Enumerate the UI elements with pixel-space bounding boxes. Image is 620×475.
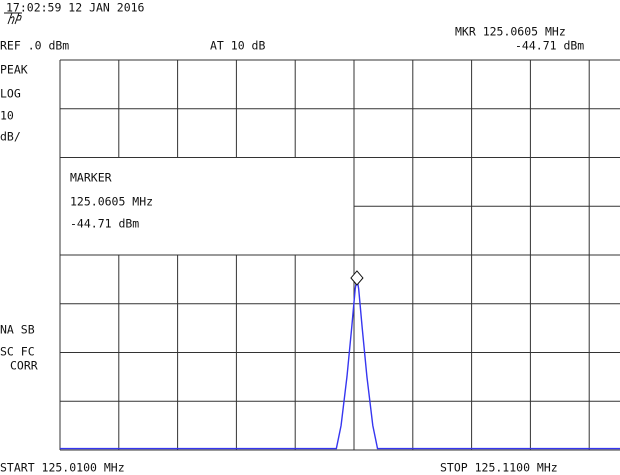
status-label: CORR — [10, 359, 38, 373]
marker-level: -44.71 dBm — [70, 217, 139, 231]
marker-diamond — [350, 270, 364, 286]
marker-title: MARKER — [70, 171, 112, 185]
status-label: SC FC — [0, 345, 35, 359]
marker-panel — [60, 158, 354, 255]
hp-logo — [4, 12, 22, 25]
start-frequency: START 125.0100 MHz — [0, 461, 125, 475]
side-label: LOG — [0, 87, 21, 101]
side-label: 10 — [0, 109, 14, 123]
attenuation: AT 10 dB — [210, 39, 265, 53]
plot-area: MARKER 125.0605 MHz -44.71 dBm — [59, 59, 620, 451]
stop-frequency: STOP 125.1100 MHz — [440, 461, 558, 475]
side-label: dB/ — [0, 130, 21, 144]
ref-level: REF .0 dBm — [0, 39, 69, 53]
side-label: PEAK — [0, 63, 28, 77]
marker-frequency: MKR 125.0605 MHz — [455, 25, 566, 39]
status-label: NA SB — [0, 323, 35, 337]
timestamp: 17:02:59 12 JAN 2016 — [6, 1, 145, 15]
marker-level: -44.71 dBm — [515, 39, 584, 53]
marker-frequency: 125.0605 MHz — [70, 195, 153, 209]
